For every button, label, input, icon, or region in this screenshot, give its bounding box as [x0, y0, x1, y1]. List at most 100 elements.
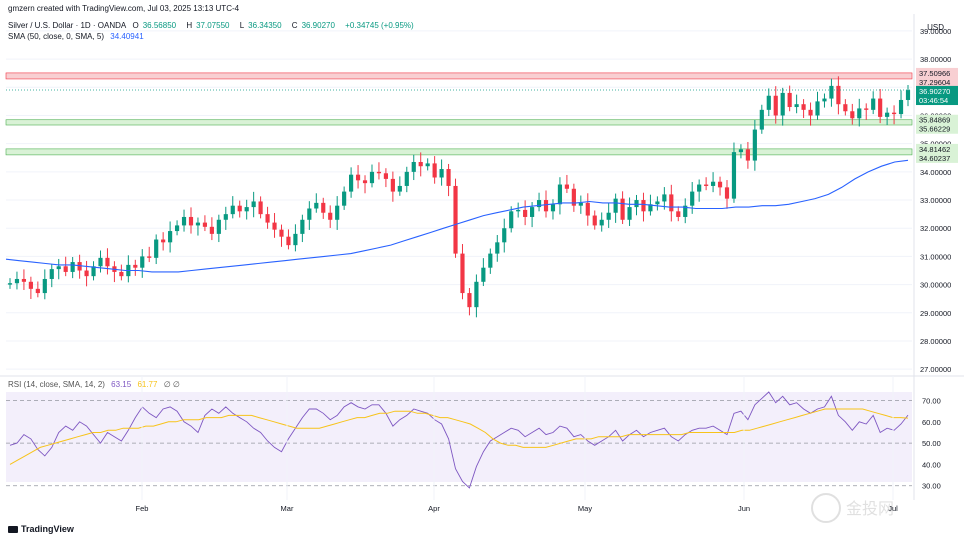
- candle-body: [536, 200, 542, 208]
- candle-body: [272, 222, 277, 230]
- price-tick-label: 29.00000: [920, 309, 951, 318]
- candle-body: [690, 191, 695, 206]
- candle-body: [411, 161, 416, 172]
- candle-body: [878, 98, 883, 117]
- x-tick-label: Feb: [136, 504, 149, 513]
- candle-body: [481, 267, 486, 282]
- candle-body: [223, 214, 228, 220]
- candle-body: [543, 200, 549, 212]
- watermark-text: 金投网: [846, 499, 894, 518]
- price-label: 37.50966: [919, 69, 950, 78]
- candle-body: [885, 112, 890, 117]
- candle-body: [592, 215, 597, 226]
- candle-body: [710, 181, 716, 186]
- candle-body: [397, 185, 402, 192]
- candle-body: [237, 205, 242, 212]
- candle-body: [843, 104, 848, 112]
- candle-body: [822, 98, 827, 102]
- candle-body: [209, 226, 214, 234]
- price-label-bg: [916, 85, 958, 96]
- price-label-bg: [916, 143, 958, 154]
- candle-body: [342, 191, 347, 206]
- candle-body: [523, 209, 528, 217]
- candle-body: [578, 202, 583, 206]
- candle-body: [314, 202, 319, 209]
- candle-body: [335, 205, 340, 220]
- candle-body: [704, 184, 709, 186]
- candle-body: [286, 236, 291, 246]
- candle-body: [474, 281, 479, 308]
- candle-body: [794, 104, 799, 108]
- candle-body: [648, 204, 653, 212]
- x-tick-label: Apr: [428, 504, 440, 513]
- candle-body: [898, 99, 904, 115]
- candle-body: [202, 222, 208, 227]
- candle-body: [119, 271, 124, 277]
- price-tick-label: 32.00000: [920, 224, 951, 233]
- candle-body: [446, 169, 451, 186]
- candle-body: [244, 207, 249, 212]
- candle-body: [488, 253, 493, 268]
- candle-body: [530, 207, 535, 217]
- candle-body: [258, 201, 263, 215]
- candle-body: [717, 181, 723, 188]
- logo-text: TradingView: [21, 524, 74, 534]
- candle-body: [857, 108, 862, 119]
- candle-body: [251, 201, 256, 208]
- candle-body: [745, 149, 750, 161]
- candle-body: [620, 198, 625, 220]
- close-value: 36.90270: [301, 21, 335, 30]
- candle-body: [676, 211, 681, 217]
- price-label-bg: [916, 67, 958, 78]
- candle-body: [808, 109, 813, 116]
- low-value: 36.34350: [248, 21, 282, 30]
- candle-body: [641, 200, 646, 212]
- symbol-title[interactable]: Silver / U.S. Dollar · 1D · OANDA: [8, 21, 127, 30]
- candle-body: [780, 92, 785, 116]
- candle-body: [516, 209, 521, 212]
- rsi-legend[interactable]: RSI (14, close, SMA, 14, 2) 63.15 61.77 …: [8, 380, 184, 389]
- price-label: 34.81462: [919, 145, 950, 154]
- price-label-bg: [916, 95, 958, 106]
- candle-body: [655, 201, 660, 205]
- candle-body: [28, 281, 33, 289]
- candle-body: [35, 288, 40, 294]
- open-label: O: [132, 21, 139, 30]
- candle-body: [864, 108, 869, 110]
- rsi-label: RSI (14, close, SMA, 14, 2): [8, 380, 105, 389]
- x-tick-label: Mar: [281, 504, 294, 513]
- ohlc-open: O 36.56850: [132, 21, 180, 30]
- candle-body: [432, 163, 437, 178]
- candle-body: [174, 225, 180, 232]
- candle-body: [161, 239, 166, 243]
- close-label: C: [291, 21, 298, 30]
- price-tick-label: 27.00000: [920, 365, 951, 374]
- candle-body: [759, 109, 764, 130]
- candle-body: [63, 266, 68, 272]
- zone-resistance: [5, 72, 913, 80]
- candle-body: [140, 256, 145, 268]
- candle-body: [230, 205, 235, 215]
- candle-body: [91, 266, 96, 277]
- candle-body: [188, 216, 194, 226]
- tradingview-logo-icon: [8, 526, 18, 534]
- candle-body: [509, 211, 514, 229]
- price-label-bg: [916, 114, 958, 125]
- candle-body: [557, 184, 563, 205]
- candle-body: [321, 202, 326, 213]
- candle-body: [349, 174, 354, 192]
- candle-body: [181, 216, 187, 226]
- candle-body: [307, 208, 312, 220]
- candle-body: [14, 278, 20, 284]
- candle-body: [669, 194, 674, 212]
- price-tick-label: 38.00000: [920, 55, 951, 64]
- tradingview-logo[interactable]: TradingView: [8, 524, 74, 534]
- candle-body: [293, 233, 298, 246]
- candle-body: [154, 239, 159, 258]
- sma-legend[interactable]: SMA (50, close, 0, SMA, 5) 34.40941: [8, 32, 148, 41]
- candle-body: [265, 214, 270, 223]
- candle-body: [56, 266, 61, 270]
- candle-body: [21, 278, 27, 282]
- candle-body: [564, 184, 569, 189]
